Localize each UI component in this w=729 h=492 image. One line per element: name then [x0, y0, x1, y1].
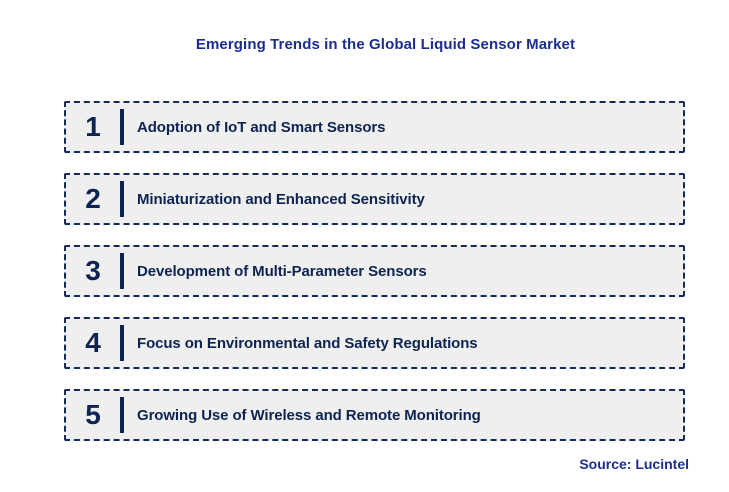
- divider-bar: [120, 181, 124, 217]
- trend-box-1: 1 Adoption of IoT and Smart Sensors: [64, 101, 685, 153]
- trend-label: Miniaturization and Enhanced Sensitivity: [137, 190, 425, 208]
- trend-number: 3: [85, 255, 101, 286]
- trend-list: 1 Adoption of IoT and Smart Sensors 2 Mi…: [64, 101, 685, 461]
- trend-number: 2: [85, 183, 101, 214]
- page-title: Emerging Trends in the Global Liquid Sen…: [195, 36, 576, 53]
- trend-label: Focus on Environmental and Safety Regula…: [137, 334, 478, 352]
- trend-box-5: 5 Growing Use of Wireless and Remote Mon…: [64, 389, 685, 441]
- source-attribution: Source: Lucintel: [579, 456, 689, 472]
- trend-box-3: 3 Development of Multi-Parameter Sensors: [64, 245, 685, 297]
- divider-bar: [120, 109, 124, 145]
- divider-bar: [120, 397, 124, 433]
- trend-number: 4: [85, 327, 101, 358]
- trend-number: 1: [85, 111, 101, 142]
- trend-box-2: 2 Miniaturization and Enhanced Sensitivi…: [64, 173, 685, 225]
- trend-label: Growing Use of Wireless and Remote Monit…: [137, 406, 481, 424]
- trend-box-4: 4 Focus on Environmental and Safety Regu…: [64, 317, 685, 369]
- divider-bar: [120, 253, 124, 289]
- trend-number: 5: [85, 399, 101, 430]
- trend-label: Adoption of IoT and Smart Sensors: [137, 118, 386, 136]
- divider-bar: [120, 325, 124, 361]
- trend-label: Development of Multi-Parameter Sensors: [137, 262, 427, 280]
